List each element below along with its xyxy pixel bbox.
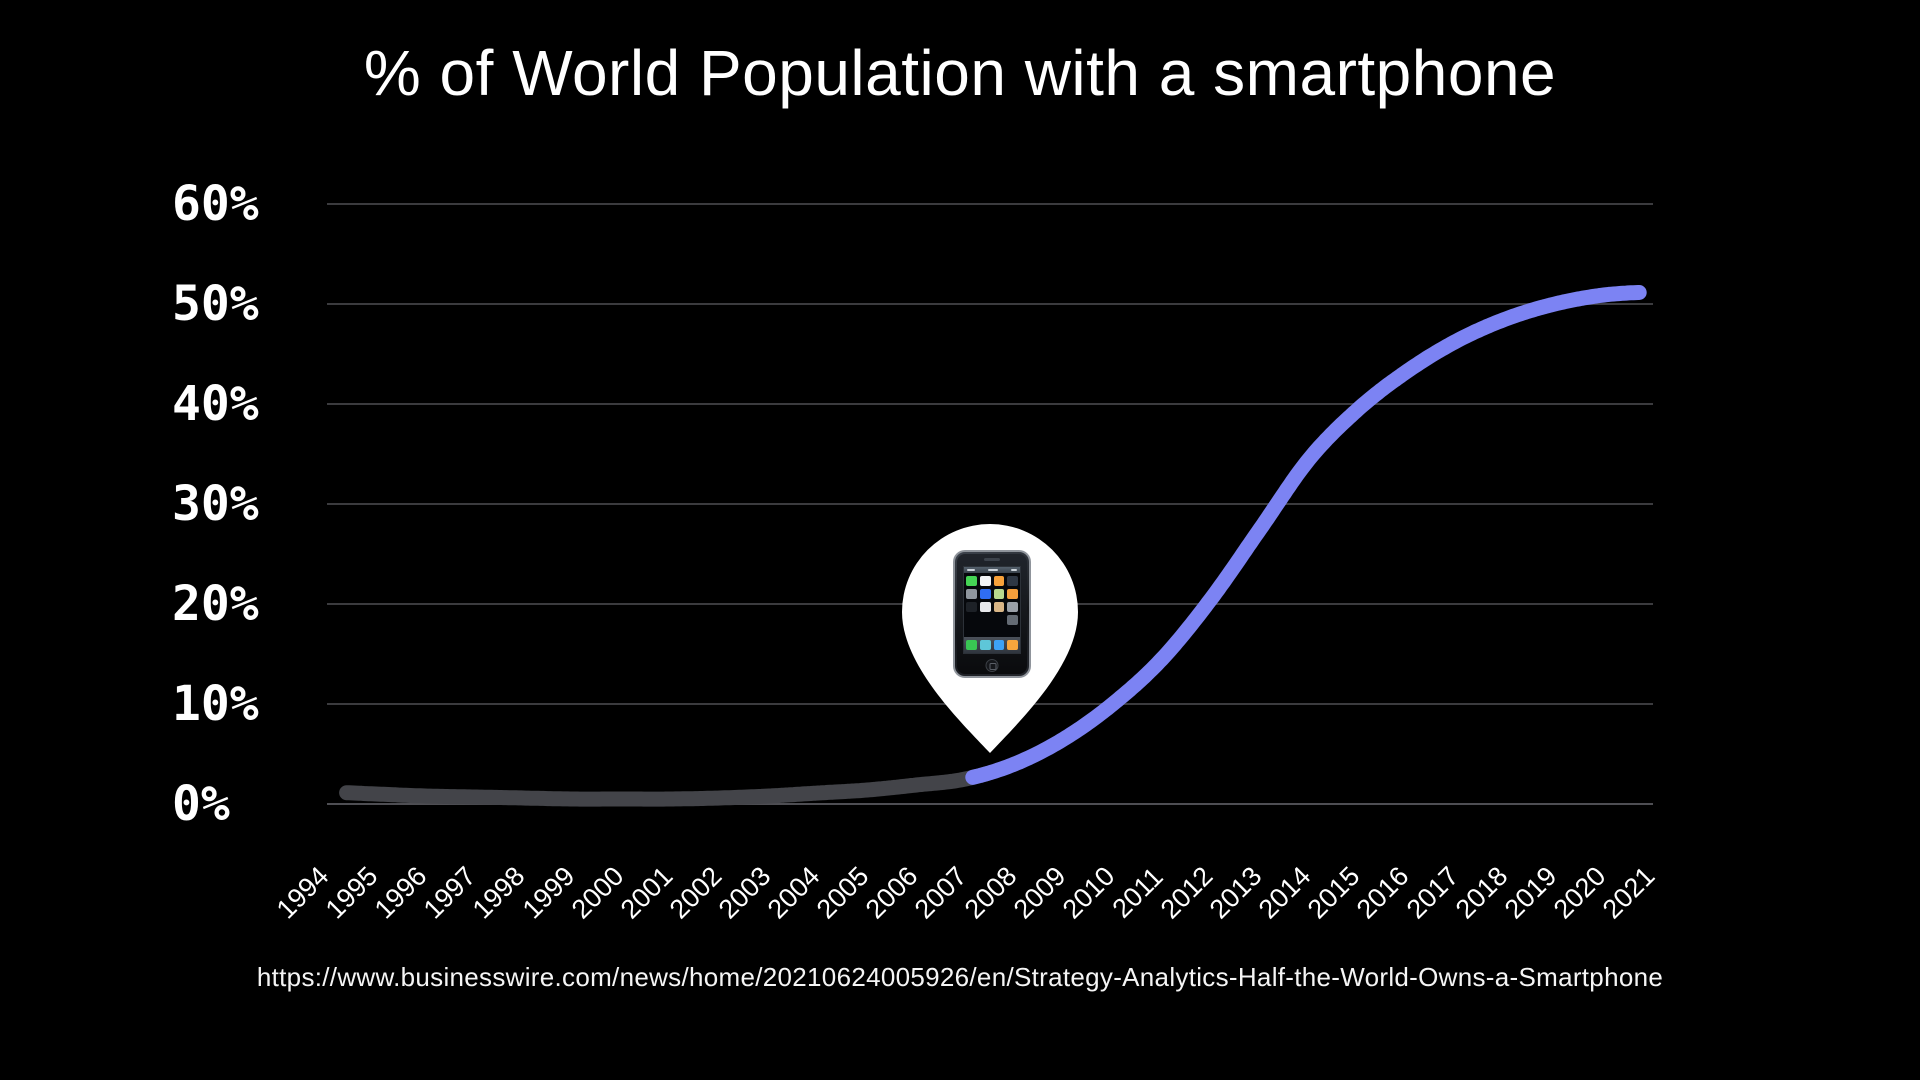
app-icon	[979, 602, 991, 612]
iphone-speaker	[984, 558, 1000, 561]
y-axis-label-0pct: 0%	[172, 776, 230, 832]
dock-icon	[993, 640, 1005, 650]
iphone-status-bar	[964, 567, 1020, 573]
chart-line-post-iphone	[965, 285, 1647, 785]
app-icon	[993, 589, 1005, 599]
app-icon	[993, 602, 1005, 612]
y-axis-label-40pct: 40%	[172, 376, 259, 432]
y-axis-label-60pct: 60%	[172, 176, 259, 232]
dock-icon	[966, 640, 977, 650]
app-icon	[1007, 589, 1018, 599]
dock-icon	[1007, 640, 1018, 650]
y-axis-label-30pct: 30%	[172, 476, 259, 532]
app-icon	[966, 576, 977, 586]
y-axis-label-10pct: 10%	[172, 676, 259, 732]
app-icon	[979, 589, 991, 599]
iphone-screen	[963, 566, 1021, 654]
dock-icon	[979, 640, 991, 650]
chart-line-pre-iphone	[339, 765, 995, 807]
chart-title: % of World Population with a smartphone	[363, 37, 1557, 109]
y-axis-label-50pct: 50%	[172, 276, 259, 332]
app-icon	[993, 576, 1005, 586]
iphone-dock	[964, 637, 1020, 653]
home-button-icon	[985, 659, 999, 672]
app-icon	[966, 602, 977, 612]
iphone-image	[953, 550, 1031, 678]
app-icon	[979, 576, 991, 586]
app-icon	[966, 589, 977, 599]
iphone-app-grid	[964, 573, 1020, 627]
app-icon	[1007, 576, 1018, 586]
y-axis-label-20pct: 20%	[172, 576, 259, 632]
app-icon	[1007, 602, 1018, 612]
app-icon	[1007, 615, 1018, 625]
source-url: https://www.businesswire.com/news/home/2…	[256, 962, 1664, 992]
